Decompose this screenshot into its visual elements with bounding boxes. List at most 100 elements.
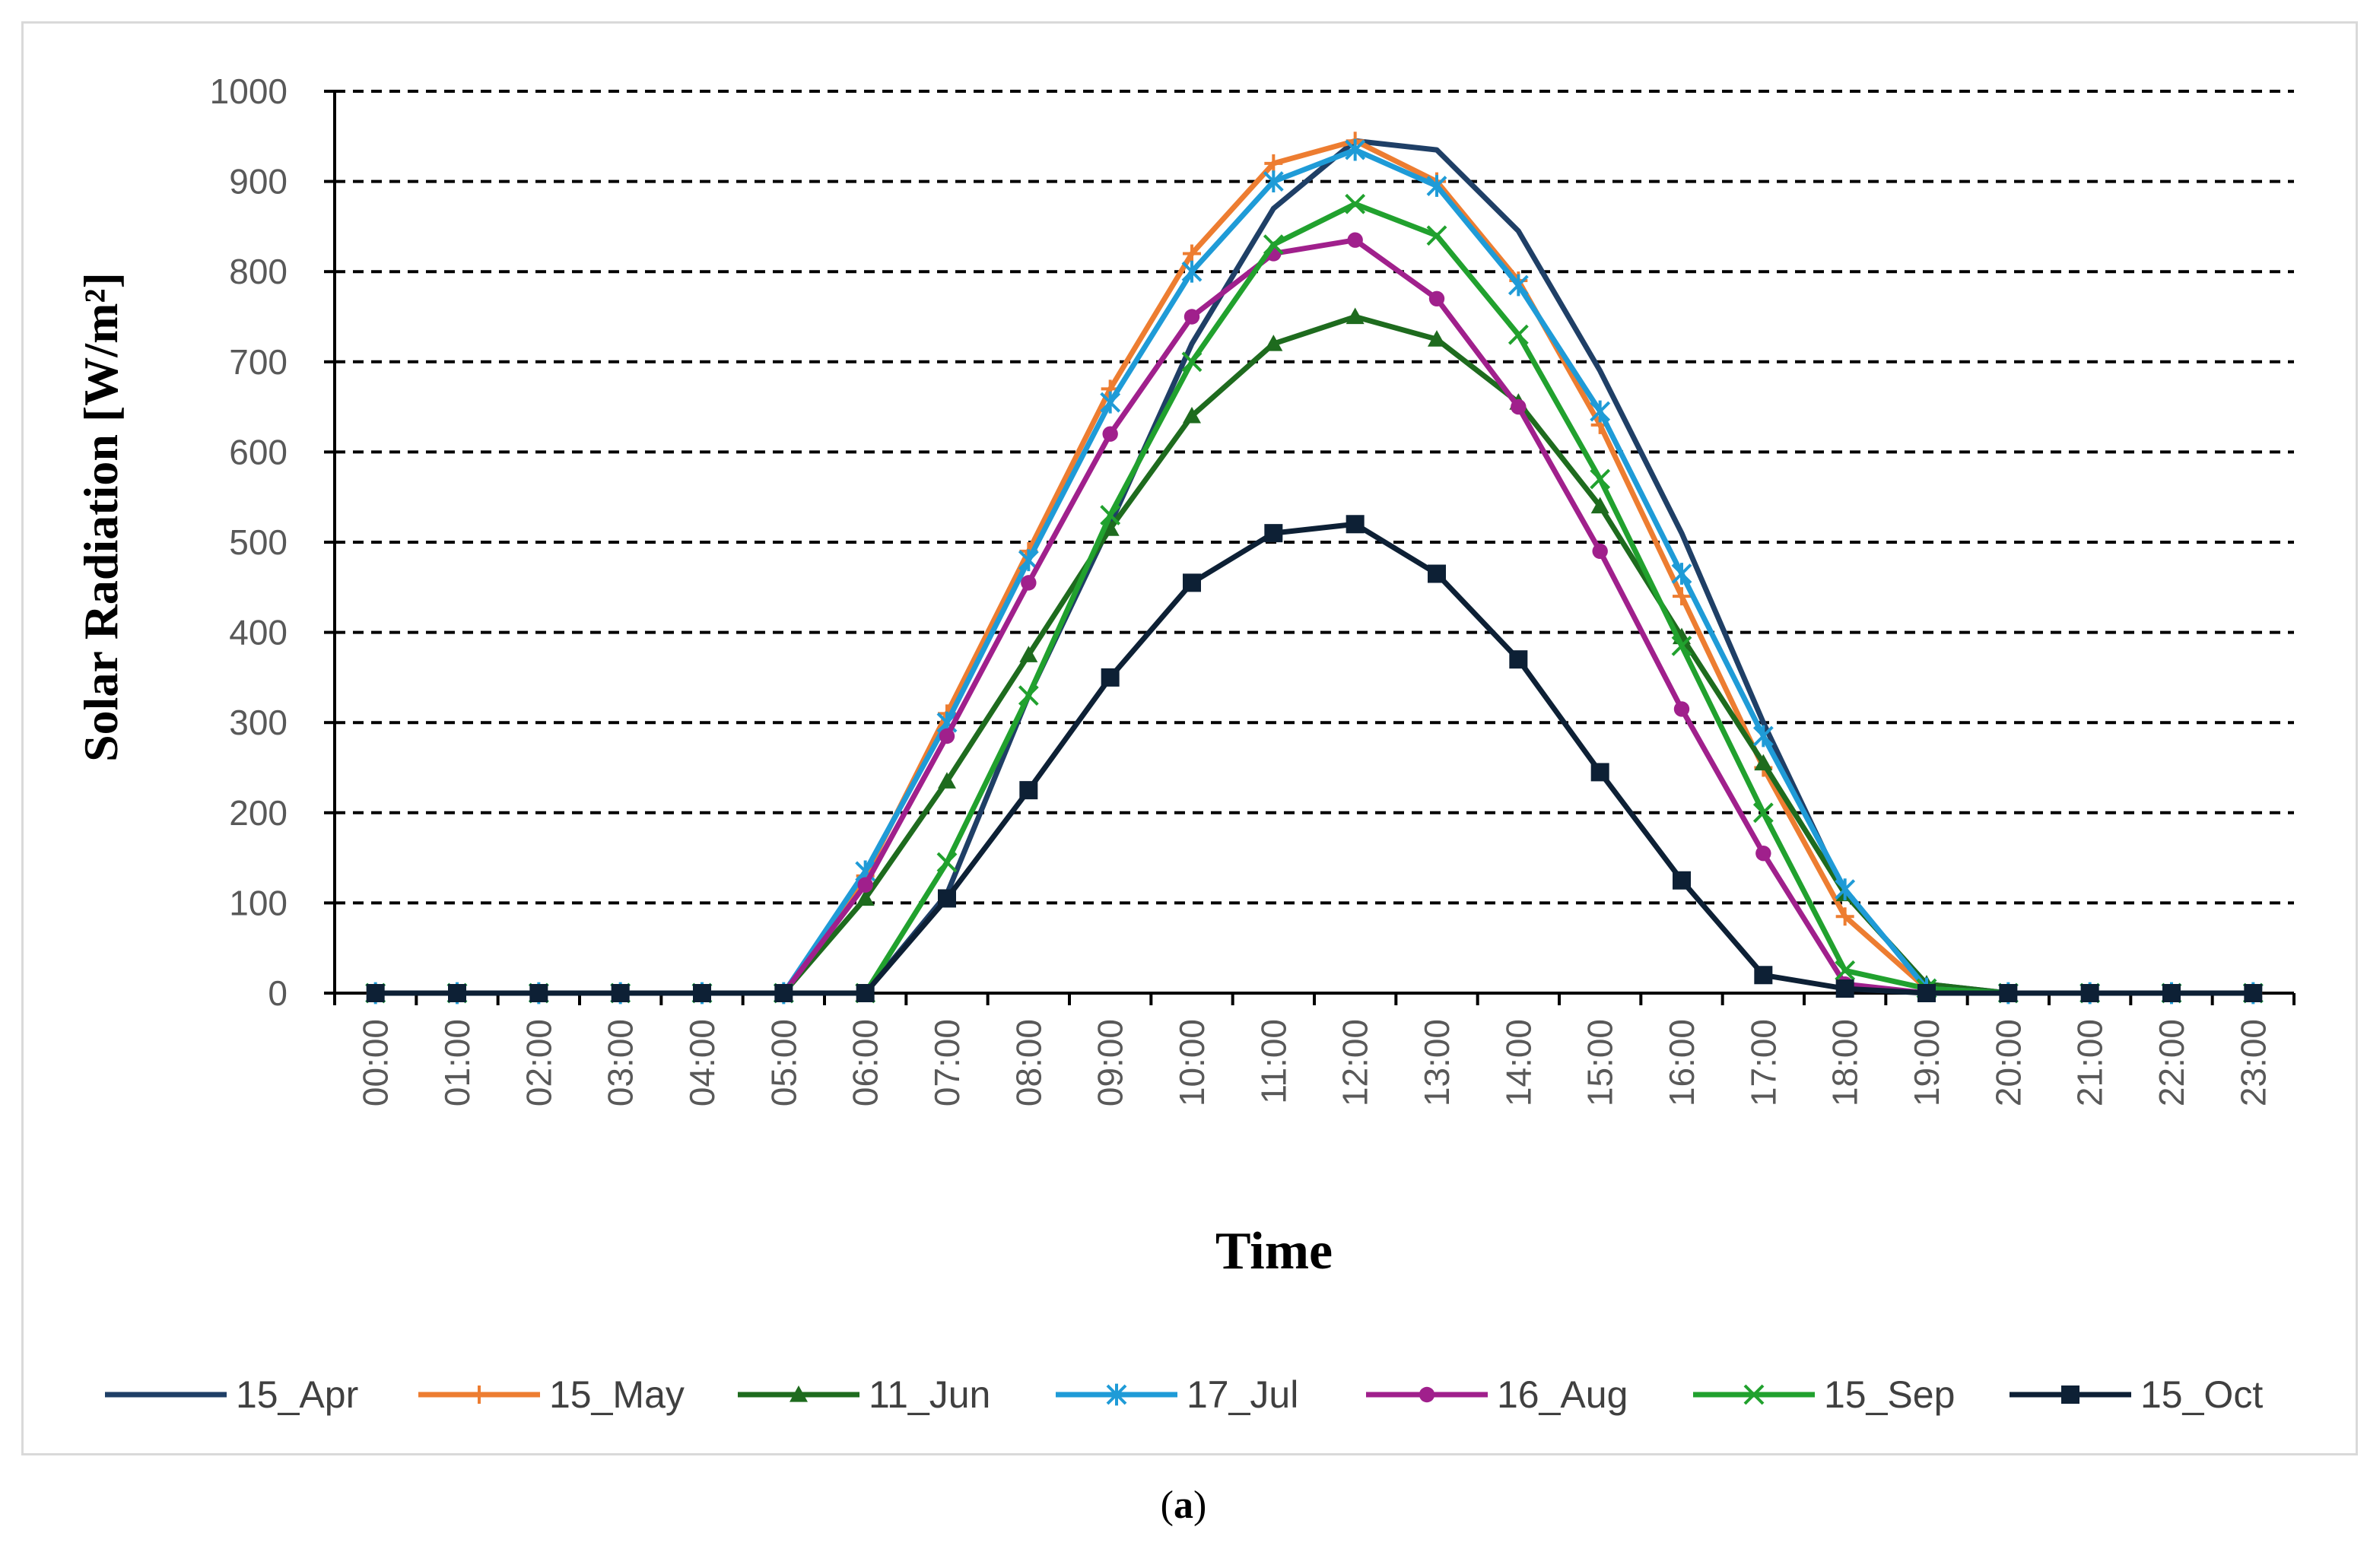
data-point — [1673, 587, 1691, 606]
data-point — [1183, 406, 1201, 424]
data-point — [366, 984, 385, 1002]
x-tick-label: 09:00 — [1091, 1019, 1130, 1106]
data-point — [2162, 984, 2181, 1002]
data-point — [938, 772, 956, 789]
data-point — [857, 877, 873, 893]
data-point — [1263, 234, 1284, 256]
data-point — [790, 1385, 808, 1402]
data-point — [1752, 802, 1774, 824]
data-point — [1754, 754, 1773, 771]
data-point — [1590, 468, 1611, 490]
data-point — [693, 984, 711, 1002]
data-point — [1511, 398, 1527, 415]
data-point — [1673, 871, 1691, 890]
data-point — [1264, 524, 1283, 543]
data-point — [1181, 260, 1203, 283]
caption-close: ) — [1193, 1484, 1207, 1527]
data-point — [1590, 497, 1609, 514]
x-tick-label: 08:00 — [1009, 1019, 1048, 1106]
data-point — [1671, 563, 1692, 585]
series-line — [375, 138, 2254, 996]
data-point — [1106, 1383, 1127, 1406]
y-tick-label: 200 — [229, 793, 288, 833]
legend-item-15_Sep: 15_Sep — [1693, 1373, 1955, 1416]
data-point — [1100, 505, 1121, 525]
data-point — [774, 984, 793, 1002]
data-point — [1755, 845, 1771, 862]
x-tick-label: 04:00 — [682, 1019, 722, 1106]
series-line — [375, 147, 2254, 996]
data-point — [1835, 907, 1854, 926]
x-tick-label: 14:00 — [1498, 1019, 1538, 1106]
series-line — [375, 314, 2254, 996]
data-point — [1428, 564, 1446, 583]
data-point — [1508, 274, 1529, 297]
x-tick-label: 02:00 — [519, 1019, 558, 1106]
data-point — [1509, 650, 1528, 669]
y-tick-label: 1000 — [210, 71, 288, 111]
series-16_Aug — [367, 232, 2261, 1001]
caption-open: ( — [1160, 1484, 1174, 1527]
x-tick-label: 20:00 — [1988, 1019, 2028, 1106]
data-point — [1100, 391, 1121, 414]
data-point — [1183, 573, 1201, 592]
legend-label: 15_May — [549, 1373, 685, 1416]
data-point — [1101, 668, 1120, 687]
series-layer — [365, 132, 2264, 1005]
data-point — [1347, 232, 1363, 248]
y-tick-labels: 0 100 200 300 400 500 600 700 800 900 1000 — [210, 71, 288, 1013]
data-point — [1835, 960, 1856, 981]
series-line — [375, 237, 2254, 996]
legend-label: 17_Jul — [1187, 1373, 1298, 1416]
series-line — [375, 201, 2254, 996]
data-point — [939, 728, 955, 744]
data-point — [856, 984, 875, 1002]
x-tick-label: 05:00 — [764, 1019, 803, 1106]
data-point — [1835, 979, 1854, 998]
legend-label: 11_Jun — [869, 1373, 990, 1416]
x-tick-label: 15:00 — [1581, 1019, 1620, 1106]
data-point — [1671, 635, 1692, 656]
data-point — [470, 1385, 488, 1404]
data-point — [1419, 1386, 1435, 1403]
y-tick-label: 900 — [229, 162, 288, 202]
x-tick-label: 16:00 — [1662, 1019, 1701, 1106]
legend-label: 15_Oct — [2140, 1373, 2263, 1416]
data-point — [1019, 646, 1038, 662]
y-tick-label: 800 — [229, 252, 288, 291]
x-tick-label: 17:00 — [1743, 1019, 1783, 1106]
grid-layer — [335, 90, 2294, 905]
data-point — [1101, 519, 1120, 536]
data-point — [856, 889, 875, 906]
data-point — [1018, 685, 1039, 706]
data-point — [1752, 725, 1774, 747]
data-point — [1592, 543, 1608, 560]
data-point — [1590, 763, 1609, 782]
data-point — [936, 852, 958, 873]
series-15_Apr — [375, 138, 2254, 996]
series-15_Sep — [365, 193, 2264, 1004]
series-line — [375, 138, 2254, 996]
data-point — [2244, 984, 2263, 1002]
data-point — [1102, 426, 1118, 442]
data-point — [1426, 175, 1447, 197]
data-point — [1021, 575, 1037, 591]
x-tick-label: 23:00 — [2233, 1019, 2273, 1106]
figure-caption: (a) — [0, 1483, 2367, 1528]
legend-item-17_Jul: 17_Jul — [1056, 1373, 1298, 1416]
legend-item-16_Aug: 16_Aug — [1366, 1373, 1628, 1416]
data-point — [611, 984, 630, 1002]
x-tick-label: 00:00 — [356, 1019, 396, 1106]
x-tick-label: 06:00 — [846, 1019, 885, 1106]
y-tick-label: 400 — [229, 613, 288, 652]
y-tick-label: 100 — [229, 883, 288, 922]
data-point — [1508, 324, 1529, 345]
data-point — [1019, 781, 1038, 800]
y-tick-label: 700 — [229, 342, 288, 382]
data-point — [1428, 290, 1445, 306]
data-point — [1345, 193, 1366, 214]
data-point — [1184, 309, 1200, 325]
data-point — [1345, 138, 1366, 161]
x-tick-label: 22:00 — [2152, 1019, 2191, 1106]
